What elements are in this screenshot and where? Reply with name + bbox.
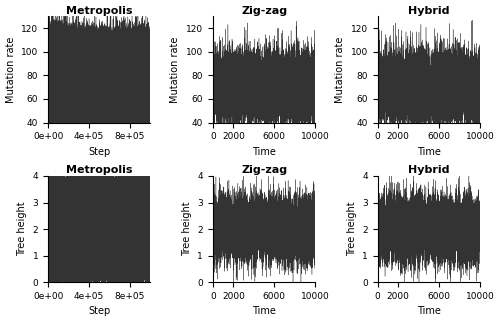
Y-axis label: Tree height: Tree height [346,202,356,256]
X-axis label: Step: Step [88,147,110,157]
Title: Zig-zag: Zig-zag [241,165,287,175]
Title: Hybrid: Hybrid [408,165,450,175]
Title: Metropolis: Metropolis [66,165,132,175]
Title: Zig-zag: Zig-zag [241,5,287,15]
X-axis label: Time: Time [252,307,276,317]
Y-axis label: Mutation rate: Mutation rate [170,36,180,103]
Title: Metropolis: Metropolis [66,5,132,15]
Y-axis label: Tree height: Tree height [17,202,27,256]
Y-axis label: Mutation rate: Mutation rate [6,36,16,103]
X-axis label: Time: Time [417,147,441,157]
X-axis label: Time: Time [417,307,441,317]
Y-axis label: Mutation rate: Mutation rate [335,36,345,103]
X-axis label: Time: Time [252,147,276,157]
Y-axis label: Tree height: Tree height [182,202,192,256]
X-axis label: Step: Step [88,307,110,317]
Title: Hybrid: Hybrid [408,5,450,15]
